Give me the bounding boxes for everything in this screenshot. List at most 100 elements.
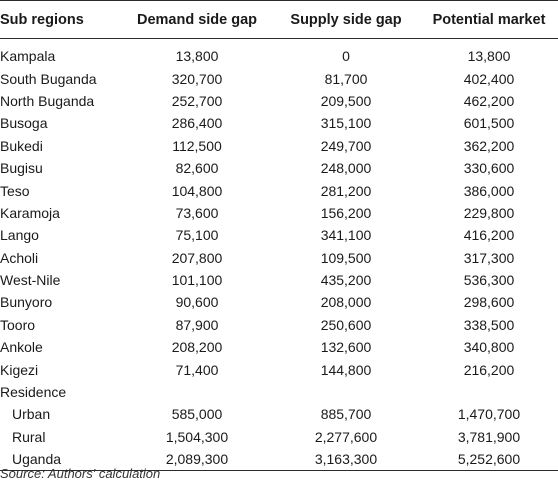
demand-gap-cell: 87,900 bbox=[175, 316, 219, 333]
potential-market-cell: 229,800 bbox=[463, 204, 515, 221]
region-cell: Teso bbox=[0, 182, 30, 199]
supply-gap-cell: 3,163,300 bbox=[272, 448, 420, 472]
region-cell: Kigezi bbox=[0, 361, 39, 378]
region-cell: Lango bbox=[0, 227, 39, 244]
potential-market-cell: 1,470,700 bbox=[457, 406, 521, 423]
potential-market-cell: 338,500 bbox=[463, 316, 515, 333]
supply-gap-cell: 81,700 bbox=[324, 70, 368, 87]
demand-gap-cell: 252,700 bbox=[171, 92, 223, 109]
source-note: Source: Authors' calculation bbox=[0, 466, 161, 481]
potential-market-cell: 13,800 bbox=[467, 48, 511, 65]
potential-market-cell: 317,300 bbox=[463, 249, 515, 266]
table-row: Ankole 208,200 132,600 340,800 bbox=[0, 336, 558, 358]
region-cell: Urban bbox=[12, 406, 51, 423]
potential-market-cell: 3,781,900 bbox=[457, 428, 521, 445]
residence-section-row: Residence bbox=[0, 381, 558, 403]
supply-gap-cell: 250,600 bbox=[320, 316, 372, 333]
header-demand-side-gap: Demand side gap bbox=[122, 0, 272, 39]
table-row: Lango 75,100 341,100 416,200 bbox=[0, 224, 558, 246]
demand-gap-cell: 320,700 bbox=[171, 70, 223, 87]
region-cell: Bunyoro bbox=[0, 294, 53, 311]
potential-market-cell: 362,200 bbox=[463, 137, 515, 154]
table-row: Uganda 2,089,300 3,163,300 5,252,600 bbox=[0, 448, 558, 472]
header-potential-market: Potential market bbox=[420, 0, 558, 39]
demand-gap-cell: 90,600 bbox=[175, 294, 219, 311]
region-cell: Busoga bbox=[0, 115, 48, 132]
supply-gap-cell: 144,800 bbox=[320, 361, 372, 378]
demand-gap-cell: 13,800 bbox=[175, 48, 219, 65]
demand-gap-cell: 207,800 bbox=[171, 249, 223, 266]
table-row: Kigezi 71,400 144,800 216,200 bbox=[0, 358, 558, 380]
table-row: Rural 1,504,300 2,277,600 3,781,900 bbox=[0, 426, 558, 448]
header-sub-regions: Sub regions bbox=[0, 0, 122, 39]
table-row: Bunyoro 90,600 208,000 298,600 bbox=[0, 291, 558, 313]
potential-market-cell: 402,400 bbox=[463, 70, 515, 87]
supply-gap-cell: 156,200 bbox=[320, 204, 372, 221]
table-row: Teso 104,800 281,200 386,000 bbox=[0, 179, 558, 201]
region-cell: Bugisu bbox=[0, 160, 43, 177]
potential-market-cell: 416,200 bbox=[463, 227, 515, 244]
table-row: Bukedi 112,500 249,700 362,200 bbox=[0, 135, 558, 157]
demand-gap-cell: 101,100 bbox=[171, 272, 223, 289]
table-row: Kampala 13,800 0 13,800 bbox=[0, 39, 558, 68]
potential-market-cell: 5,252,600 bbox=[420, 448, 558, 472]
table-row: Acholi 207,800 109,500 317,300 bbox=[0, 247, 558, 269]
supply-gap-cell: 341,100 bbox=[320, 227, 372, 244]
region-cell: Uganda bbox=[0, 448, 122, 472]
region-cell: Bukedi bbox=[0, 137, 43, 154]
demand-gap-cell: 75,100 bbox=[175, 227, 219, 244]
market-gap-table: Sub regions Demand side gap Supply side … bbox=[0, 0, 558, 472]
table-row: Busoga 286,400 315,100 601,500 bbox=[0, 112, 558, 134]
demand-gap-cell: 112,500 bbox=[172, 137, 222, 154]
supply-gap-cell: 109,500 bbox=[320, 249, 372, 266]
header-row: Sub regions Demand side gap Supply side … bbox=[0, 0, 558, 39]
table-row: Tooro 87,900 250,600 338,500 bbox=[0, 314, 558, 336]
table-row: North Buganda 252,700 209,500 462,200 bbox=[0, 90, 558, 112]
potential-market-cell: 462,200 bbox=[463, 92, 515, 109]
table-row: Karamoja 73,600 156,200 229,800 bbox=[0, 202, 558, 224]
region-cell: Kampala bbox=[0, 48, 56, 65]
demand-gap-cell: 71,400 bbox=[175, 361, 219, 378]
demand-gap-cell: 286,400 bbox=[171, 115, 223, 132]
region-cell: West-Nile bbox=[0, 272, 61, 289]
demand-gap-cell: 2,089,300 bbox=[122, 448, 272, 472]
demand-gap-cell: 208,200 bbox=[171, 339, 223, 356]
demand-gap-cell: 82,600 bbox=[175, 160, 219, 177]
potential-market-cell: 330,600 bbox=[463, 160, 515, 177]
potential-market-cell: 340,800 bbox=[463, 339, 515, 356]
potential-market-cell: 298,600 bbox=[463, 294, 515, 311]
region-cell: Tooro bbox=[0, 316, 36, 333]
supply-gap-cell: 281,200 bbox=[320, 182, 372, 199]
residence-label: Residence bbox=[0, 384, 67, 401]
region-cell: Acholi bbox=[0, 249, 39, 266]
table-row: Bugisu 82,600 248,000 330,600 bbox=[0, 157, 558, 179]
supply-gap-cell: 885,700 bbox=[320, 406, 372, 423]
potential-market-cell: 216,200 bbox=[463, 361, 515, 378]
table-row: West-Nile 101,100 435,200 536,300 bbox=[0, 269, 558, 291]
header-supply-side-gap: Supply side gap bbox=[272, 0, 420, 39]
supply-gap-cell: 249,700 bbox=[320, 137, 372, 154]
table-row: South Buganda 320,700 81,700 402,400 bbox=[0, 67, 558, 89]
supply-gap-cell: 0 bbox=[342, 48, 350, 65]
supply-gap-cell: 435,200 bbox=[320, 272, 372, 289]
region-cell: Rural bbox=[12, 428, 46, 445]
supply-gap-cell: 208,000 bbox=[320, 294, 372, 311]
demand-gap-cell: 1,504,300 bbox=[165, 428, 229, 445]
supply-gap-cell: 209,500 bbox=[320, 92, 372, 109]
region-cell: South Buganda bbox=[0, 70, 97, 87]
region-cell: North Buganda bbox=[0, 92, 95, 109]
region-cell: Karamoja bbox=[0, 204, 60, 221]
demand-gap-cell: 104,800 bbox=[171, 182, 223, 199]
supply-gap-cell: 132,600 bbox=[320, 339, 372, 356]
table-row: Urban 585,000 885,700 1,470,700 bbox=[0, 403, 558, 425]
supply-gap-cell: 2,277,600 bbox=[314, 428, 378, 445]
potential-market-cell: 536,300 bbox=[463, 272, 515, 289]
supply-gap-cell: 315,100 bbox=[320, 115, 372, 132]
demand-gap-cell: 585,000 bbox=[171, 406, 223, 423]
potential-market-cell: 601,500 bbox=[463, 115, 515, 132]
supply-gap-cell: 248,000 bbox=[320, 160, 372, 177]
region-cell: Ankole bbox=[0, 339, 43, 356]
demand-gap-cell: 73,600 bbox=[175, 204, 219, 221]
potential-market-cell: 386,000 bbox=[463, 182, 515, 199]
